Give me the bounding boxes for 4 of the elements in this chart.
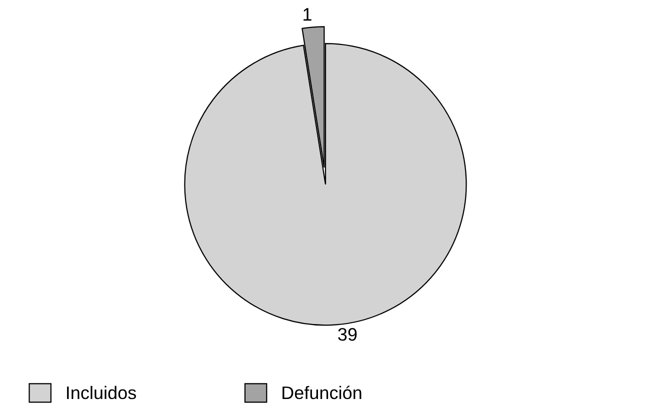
legend-label: Defunción [282, 386, 362, 400]
data-label: 39 [338, 328, 357, 341]
data-label: 1 [304, 8, 312, 21]
legend-label: Incluidos [67, 386, 136, 400]
